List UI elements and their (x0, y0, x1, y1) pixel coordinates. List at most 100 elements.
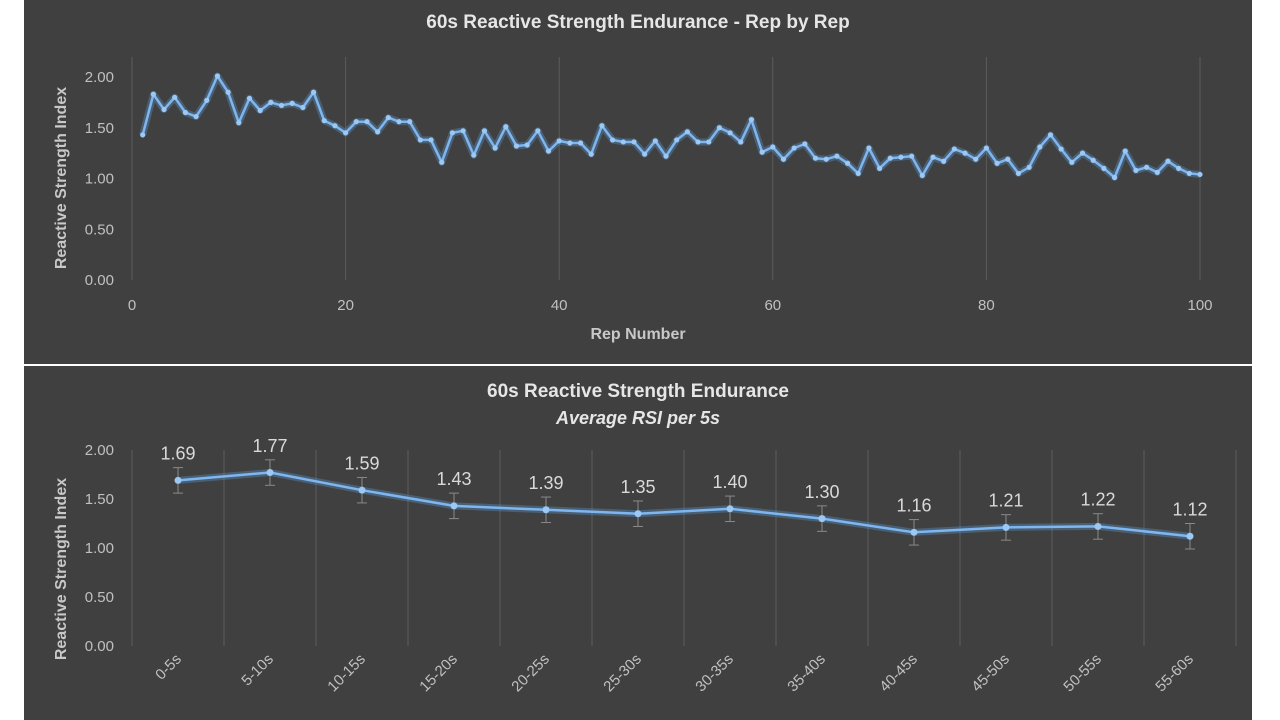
x-tick-label: 10-15s (324, 651, 368, 695)
data-point (1186, 170, 1192, 177)
x-tick-label: 20-25s (508, 651, 552, 695)
data-point (770, 144, 776, 150)
data-point (642, 151, 648, 157)
data-point (174, 476, 182, 484)
data-point (877, 165, 883, 171)
data-point (1079, 150, 1086, 156)
data-point (610, 137, 616, 143)
data-point (780, 156, 787, 162)
data-point (460, 128, 466, 134)
data-point (652, 138, 658, 144)
data-point (738, 139, 744, 145)
data-point (1058, 146, 1064, 152)
rep-by-rep-chart-panel: 60s Reactive Strength Endurance - Rep by… (24, 0, 1252, 364)
data-point (492, 145, 498, 151)
y-tick-label: 1.50 (85, 120, 114, 137)
data-point (236, 120, 242, 126)
data-point (1122, 148, 1128, 154)
data-point (353, 119, 359, 125)
x-tick-label: 100 (1187, 297, 1212, 314)
data-label: 1.35 (620, 477, 655, 497)
data-point (150, 91, 156, 97)
data-point (182, 109, 188, 116)
data-point (663, 153, 669, 159)
data-point (396, 119, 402, 125)
data-point (1047, 132, 1054, 138)
data-point (439, 159, 445, 165)
x-tick-label: 40 (551, 297, 568, 314)
data-label: 1.39 (528, 473, 563, 493)
data-point (1197, 171, 1203, 178)
data-point (1186, 532, 1194, 540)
data-point (140, 132, 146, 138)
data-label: 1.43 (436, 469, 471, 489)
x-tick-label: 15-20s (416, 651, 460, 695)
data-point (620, 139, 626, 145)
data-label: 1.40 (712, 472, 747, 492)
x-tick-label: 0 (128, 297, 136, 314)
data-point (524, 142, 530, 148)
data-point (684, 129, 690, 135)
data-point (941, 158, 947, 164)
data-point (1154, 169, 1160, 176)
data-label: 1.77 (252, 436, 287, 456)
y-tick-label: 2.00 (85, 442, 114, 459)
data-point (1165, 158, 1171, 164)
data-point (542, 506, 550, 514)
data-point (599, 123, 605, 129)
data-point (973, 156, 979, 162)
y-axis-title: Reactive Strength Index (53, 87, 70, 269)
x-tick-label: 25-30s (600, 651, 644, 695)
average-rsi-chart: 60s Reactive Strength Endurance Average … (53, 381, 1237, 695)
data-point (1037, 144, 1043, 150)
data-point (481, 128, 488, 134)
data-label: 1.16 (896, 496, 931, 516)
y-tick-label: 2.00 (85, 69, 114, 86)
data-label: 1.69 (160, 444, 195, 464)
x-tick-label: 30-35s (692, 651, 736, 695)
x-tick-label: 45-50s (968, 651, 1012, 695)
data-point (556, 138, 562, 144)
y-tick-label: 0.50 (85, 589, 114, 606)
y-axis-title: Reactive Strength Index (53, 478, 70, 660)
data-point (898, 154, 904, 160)
data-label: 1.21 (988, 491, 1023, 511)
data-point (930, 154, 936, 160)
x-tick-label: 5-10s (238, 651, 277, 690)
data-point (695, 139, 701, 145)
data-point (428, 137, 434, 143)
data-point (716, 125, 723, 131)
data-point (791, 145, 797, 151)
data-point (300, 104, 306, 111)
chart-subtitle: Average RSI per 5s (555, 408, 720, 428)
data-point (471, 152, 477, 158)
data-point (375, 129, 381, 135)
data-point (631, 139, 637, 145)
data-point (343, 130, 349, 136)
chart-title: 60s Reactive Strength Endurance (487, 381, 789, 402)
data-point (1144, 164, 1150, 170)
data-point (332, 123, 338, 129)
data-label: 1.59 (344, 453, 379, 473)
rep-by-rep-chart: 60s Reactive Strength Endurance - Rep by… (53, 12, 1213, 343)
x-tick-label: 20 (337, 297, 354, 314)
data-point (951, 146, 957, 152)
data-point (887, 155, 893, 161)
data-point (321, 118, 327, 124)
data-point (257, 107, 263, 114)
data-point (417, 137, 423, 143)
data-point (588, 151, 594, 157)
data-point (513, 143, 520, 149)
data-point (225, 89, 231, 95)
data-point (172, 94, 178, 100)
y-tick-label: 1.00 (85, 540, 114, 557)
data-point (855, 170, 861, 177)
data-point (634, 510, 642, 518)
data-point (1069, 159, 1075, 165)
data-point (161, 106, 167, 113)
data-point (818, 515, 826, 523)
data-point (1026, 164, 1032, 170)
data-point (246, 95, 253, 101)
average-rsi-line (177, 471, 1191, 538)
data-point (407, 119, 413, 125)
